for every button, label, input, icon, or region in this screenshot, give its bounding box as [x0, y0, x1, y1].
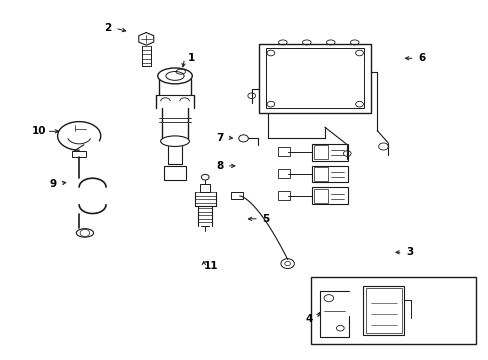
Bar — [278, 191, 289, 200]
Bar — [278, 169, 289, 178]
Bar — [365, 288, 401, 333]
Bar — [278, 147, 289, 156]
Bar — [72, 151, 86, 157]
Text: 5: 5 — [262, 214, 269, 224]
Text: 1: 1 — [188, 53, 195, 63]
Text: 4: 4 — [305, 314, 313, 324]
Bar — [164, 166, 185, 180]
Bar — [311, 166, 347, 183]
Text: 11: 11 — [203, 261, 218, 271]
Text: 7: 7 — [215, 133, 223, 143]
Bar — [310, 277, 475, 344]
Text: 6: 6 — [417, 53, 425, 63]
Bar — [200, 184, 209, 192]
Text: 2: 2 — [104, 23, 111, 33]
Bar — [313, 145, 328, 159]
Bar — [265, 48, 364, 108]
Bar — [363, 286, 403, 335]
Text: 9: 9 — [49, 179, 56, 189]
Text: 8: 8 — [216, 161, 223, 171]
Bar — [231, 192, 243, 199]
Bar — [258, 44, 371, 113]
Text: 3: 3 — [406, 247, 413, 257]
Bar — [313, 167, 328, 181]
Bar — [311, 144, 347, 161]
Bar — [311, 188, 347, 204]
Bar — [313, 189, 328, 203]
Text: 10: 10 — [32, 126, 46, 136]
